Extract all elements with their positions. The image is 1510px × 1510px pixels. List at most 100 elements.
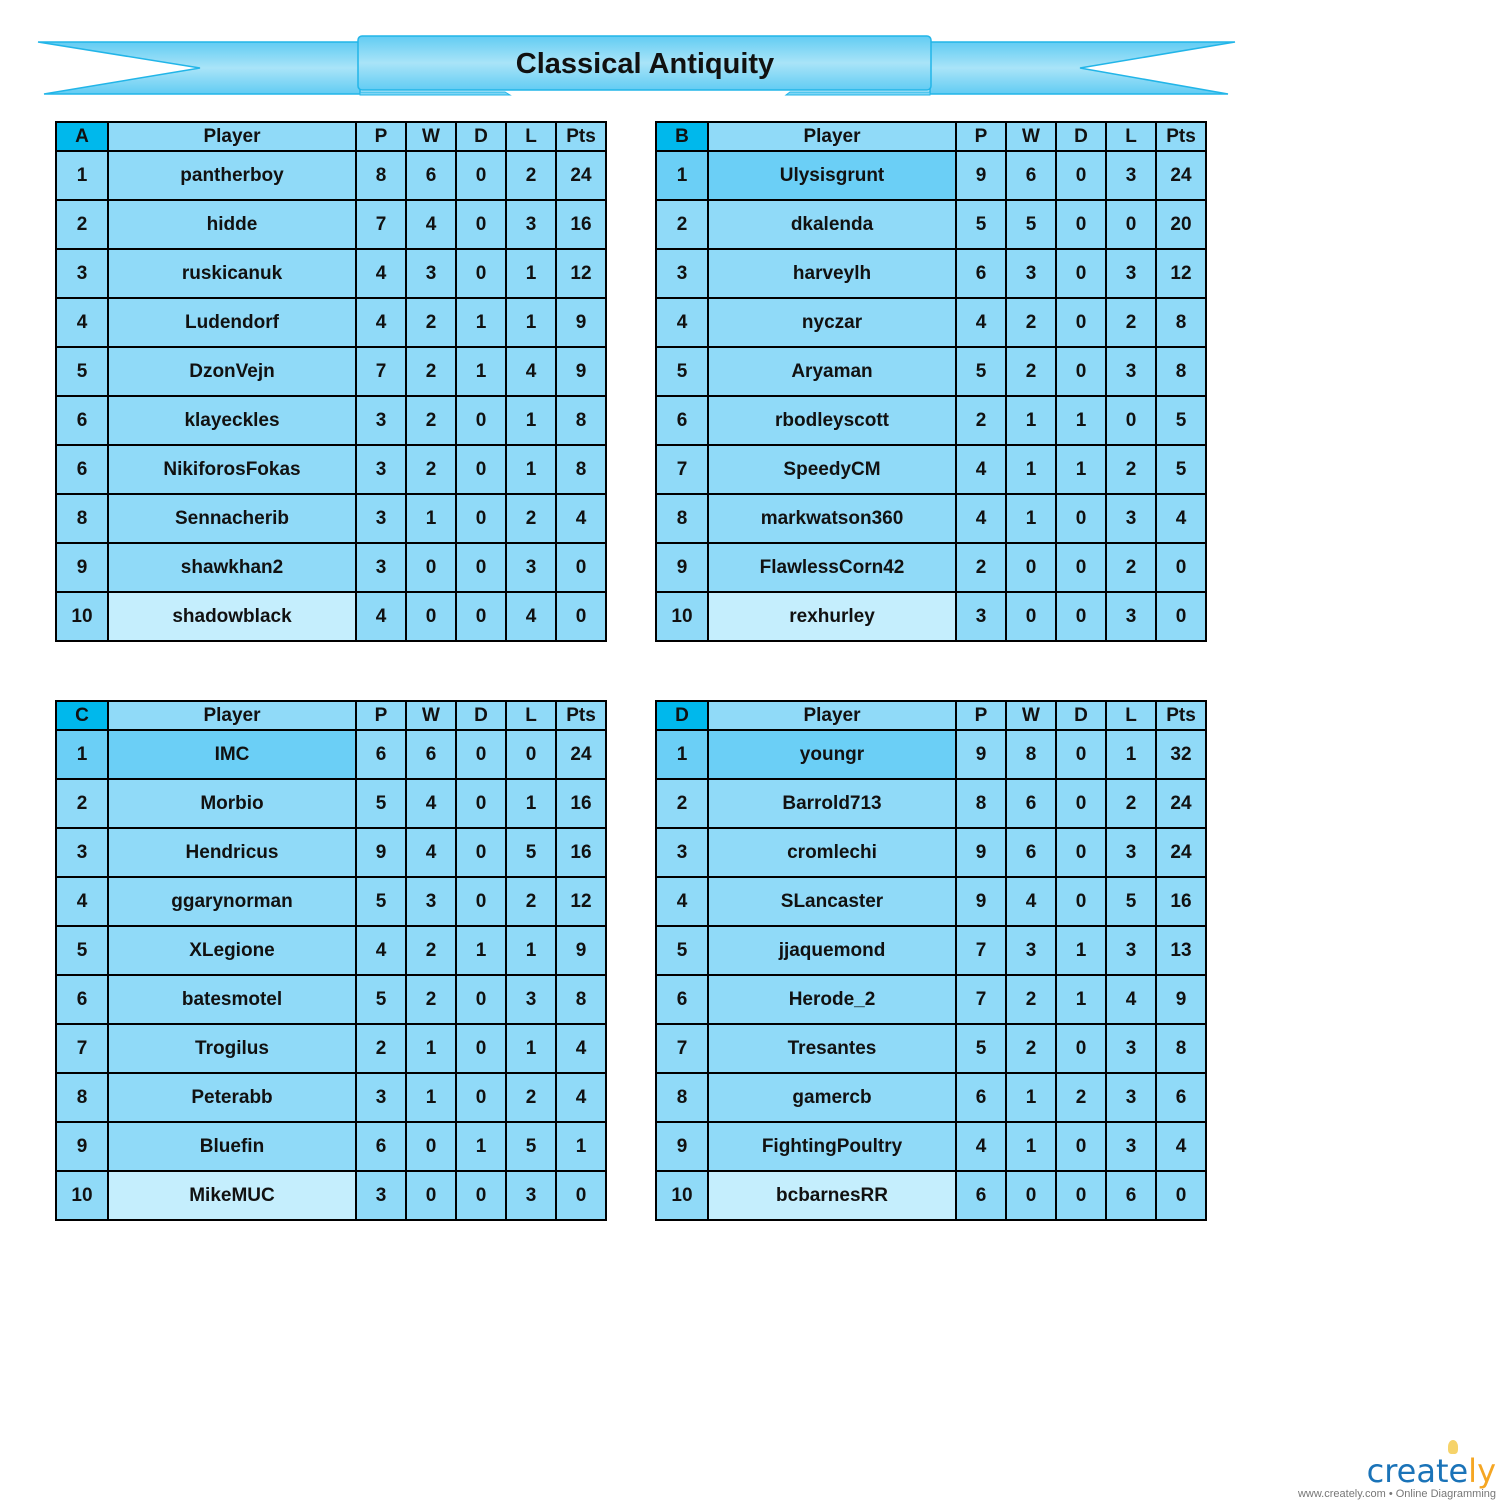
played-cell: 3 [955,591,1007,642]
table-row: 3 Hendricus 9 4 0 5 16 [55,827,607,878]
lost-cell: 3 [505,199,557,250]
rank-cell: 4 [655,297,709,348]
drawn-cell: 1 [1055,395,1107,446]
table-row: 1 IMC 6 6 0 0 24 [55,729,607,780]
table-row: 2 hidde 7 4 0 3 16 [55,199,607,250]
points-cell: 4 [555,493,607,544]
won-cell: 4 [405,199,457,250]
drawn-cell: 1 [455,1121,507,1172]
group-label: D [655,700,709,731]
player-cell: Herode_2 [707,974,957,1025]
drawn-cell: 0 [1055,346,1107,397]
column-header-w: W [405,700,457,731]
rank-cell: 6 [655,395,709,446]
rank-cell: 1 [55,150,109,201]
lost-cell: 5 [505,1121,557,1172]
won-cell: 4 [405,827,457,878]
drawn-cell: 1 [1055,444,1107,495]
table-row: 10 MikeMUC 3 0 0 3 0 [55,1170,607,1221]
drawn-cell: 0 [455,591,507,642]
player-cell: shadowblack [107,591,357,642]
points-cell: 16 [1155,876,1207,927]
points-cell: 5 [1155,395,1207,446]
lost-cell: 0 [1105,199,1157,250]
player-cell: Ulysisgrunt [707,150,957,201]
player-cell: shawkhan2 [107,542,357,593]
lost-cell: 2 [1105,297,1157,348]
column-header-pts: Pts [1155,121,1207,152]
played-cell: 3 [355,444,407,495]
table-row: 4 ggarynorman 5 3 0 2 12 [55,876,607,927]
drawn-cell: 0 [1055,1023,1107,1074]
won-cell: 1 [1005,395,1057,446]
table-row: 4 nyczar 4 2 0 2 8 [655,297,1207,348]
lost-cell: 3 [1105,1023,1157,1074]
table-row: 2 dkalenda 5 5 0 0 20 [655,199,1207,250]
lost-cell: 2 [505,150,557,201]
table-row: 9 FightingPoultry 4 1 0 3 4 [655,1121,1207,1172]
player-cell: Sennacherib [107,493,357,544]
won-cell: 0 [405,1121,457,1172]
lost-cell: 3 [1105,827,1157,878]
played-cell: 2 [955,395,1007,446]
played-cell: 3 [355,395,407,446]
drawn-cell: 0 [1055,729,1107,780]
played-cell: 3 [355,542,407,593]
lost-cell: 4 [505,591,557,642]
points-cell: 9 [555,925,607,976]
played-cell: 3 [355,493,407,544]
table-row: 5 Aryaman 5 2 0 3 8 [655,346,1207,397]
player-cell: Ludendorf [107,297,357,348]
points-cell: 8 [1155,1023,1207,1074]
won-cell: 2 [405,346,457,397]
drawn-cell: 0 [455,395,507,446]
won-cell: 6 [405,729,457,780]
column-header-l: L [505,121,557,152]
won-cell: 2 [405,297,457,348]
points-cell: 0 [1155,542,1207,593]
player-cell: Aryaman [707,346,957,397]
table-row: 7 SpeedyCM 4 1 1 2 5 [655,444,1207,495]
drawn-cell: 0 [455,876,507,927]
player-cell: pantherboy [107,150,357,201]
points-cell: 5 [1155,444,1207,495]
column-header-player: Player [107,121,357,152]
lost-cell: 3 [1105,493,1157,544]
won-cell: 1 [1005,1121,1057,1172]
rank-cell: 10 [655,591,709,642]
lost-cell: 2 [1105,444,1157,495]
column-header-p: P [355,121,407,152]
drawn-cell: 1 [455,297,507,348]
logo-brand-tail: ly [1468,1452,1496,1490]
won-cell: 4 [405,778,457,829]
rank-cell: 7 [655,444,709,495]
played-cell: 6 [355,729,407,780]
drawn-cell: 1 [1055,974,1107,1025]
group-table-b: B Player P W D L Pts 1 Ulysisgrunt 9 6 0 3 24 2 dkalend… [655,121,1207,642]
table-row: 1 pantherboy 8 6 0 2 24 [55,150,607,201]
player-cell: Barrold713 [707,778,957,829]
played-cell: 3 [355,1170,407,1221]
column-header-pts: Pts [555,700,607,731]
won-cell: 2 [1005,297,1057,348]
column-header-player: Player [107,700,357,731]
played-cell: 6 [955,248,1007,299]
header-row: C Player P W D L Pts [55,700,607,731]
rank-cell: 8 [655,1072,709,1123]
played-cell: 5 [355,876,407,927]
rank-cell: 4 [55,297,109,348]
won-cell: 3 [405,248,457,299]
lost-cell: 1 [505,248,557,299]
drawn-cell: 0 [1055,1170,1107,1221]
won-cell: 6 [1005,827,1057,878]
table-row: 4 SLancaster 9 4 0 5 16 [655,876,1207,927]
lost-cell: 1 [505,925,557,976]
drawn-cell: 0 [1055,297,1107,348]
logo-brand: create [1366,1452,1469,1490]
table-row: 10 bcbarnesRR 6 0 0 6 0 [655,1170,1207,1221]
won-cell: 4 [1005,876,1057,927]
rank-cell: 3 [55,827,109,878]
points-cell: 8 [555,974,607,1025]
played-cell: 4 [955,444,1007,495]
player-cell: SLancaster [707,876,957,927]
